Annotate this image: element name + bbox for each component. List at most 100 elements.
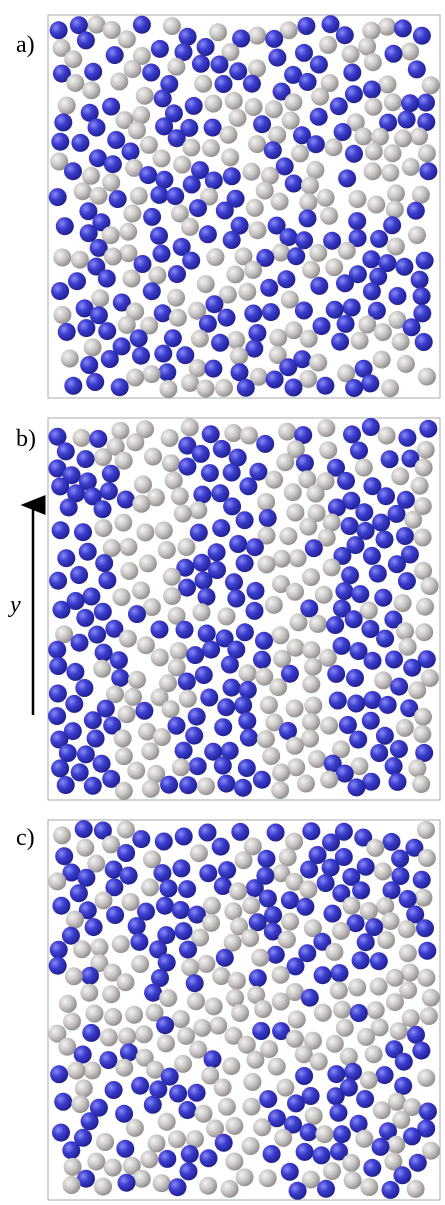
- particle: [212, 967, 230, 985]
- particle: [156, 897, 174, 915]
- particle: [120, 562, 138, 580]
- particle: [395, 1053, 413, 1071]
- particle: [154, 304, 172, 322]
- particle: [302, 261, 320, 279]
- particle: [376, 1066, 394, 1084]
- particle: [198, 588, 216, 606]
- particle: [90, 187, 108, 205]
- particle: [96, 1133, 114, 1151]
- particle: [395, 258, 413, 276]
- particle: [160, 879, 178, 897]
- particle: [309, 244, 327, 262]
- particle: [190, 844, 208, 862]
- particle: [295, 1067, 313, 1085]
- particle: [290, 613, 308, 631]
- particle: [119, 538, 137, 556]
- particle: [153, 728, 171, 746]
- particle: [330, 97, 348, 115]
- particle: [320, 717, 338, 735]
- particle: [347, 695, 365, 713]
- particle: [360, 602, 378, 620]
- particle: [316, 377, 334, 395]
- particle: [151, 40, 169, 58]
- particle: [141, 742, 159, 760]
- particle: [302, 568, 320, 586]
- particle: [382, 1181, 400, 1199]
- particle: [143, 208, 161, 226]
- particle: [415, 623, 433, 641]
- particle: [142, 64, 160, 82]
- particle: [300, 330, 318, 348]
- particle: [338, 169, 356, 187]
- particle: [374, 862, 392, 880]
- particle: [230, 347, 248, 365]
- particle: [418, 144, 436, 162]
- particle: [204, 95, 222, 113]
- particle: [51, 133, 69, 151]
- particle: [183, 176, 201, 194]
- particle: [48, 641, 66, 659]
- particle: [302, 713, 320, 731]
- particle: [82, 167, 100, 185]
- particle: [348, 190, 366, 208]
- particle: [91, 289, 109, 307]
- particle: [271, 193, 289, 211]
- particle: [419, 162, 437, 180]
- particle: [407, 1026, 425, 1044]
- particle: [422, 989, 440, 1007]
- particle: [49, 957, 67, 975]
- particle: [264, 906, 282, 924]
- particle: [289, 1182, 307, 1200]
- particle: [55, 847, 73, 865]
- particle: [239, 681, 257, 699]
- particle: [193, 1019, 211, 1037]
- particle: [65, 967, 83, 985]
- particle: [418, 942, 436, 960]
- particle: [310, 277, 328, 295]
- particle: [248, 135, 266, 153]
- particle: [218, 861, 236, 879]
- particle: [391, 850, 409, 868]
- particle: [269, 678, 287, 696]
- particle: [144, 448, 162, 466]
- particle: [276, 453, 294, 471]
- particle: [394, 594, 412, 612]
- particle: [164, 329, 182, 347]
- particle: [71, 251, 89, 269]
- particle: [77, 745, 95, 763]
- particle: [74, 1046, 92, 1064]
- particle: [205, 172, 223, 190]
- particle: [363, 282, 381, 300]
- particle: [111, 422, 129, 440]
- particle: [377, 487, 395, 505]
- particle: [409, 1154, 427, 1172]
- page: a) b) c) y (() => { const data = JSON.pa…: [0, 0, 445, 1205]
- particle: [337, 315, 355, 333]
- particle: [89, 430, 107, 448]
- particle: [155, 522, 173, 540]
- particle: [345, 610, 363, 628]
- particle: [384, 144, 402, 162]
- particle: [148, 266, 166, 284]
- particle: [116, 1140, 134, 1158]
- particle: [211, 334, 229, 352]
- particle: [114, 514, 132, 532]
- particle: [193, 603, 211, 621]
- particle: [415, 744, 433, 762]
- particle: [274, 1129, 292, 1147]
- particle: [314, 1004, 332, 1022]
- particle: [297, 775, 315, 793]
- particle: [286, 699, 304, 717]
- particle: [383, 881, 401, 899]
- particle: [246, 1051, 264, 1069]
- particle: [216, 202, 234, 220]
- particle: [172, 901, 190, 919]
- particle: [151, 648, 169, 666]
- particle: [256, 435, 274, 453]
- particle: [203, 897, 221, 915]
- particle: [54, 1093, 72, 1111]
- particle: [176, 621, 194, 639]
- particle: [407, 202, 425, 220]
- particle: [202, 139, 220, 157]
- particle: [341, 517, 359, 535]
